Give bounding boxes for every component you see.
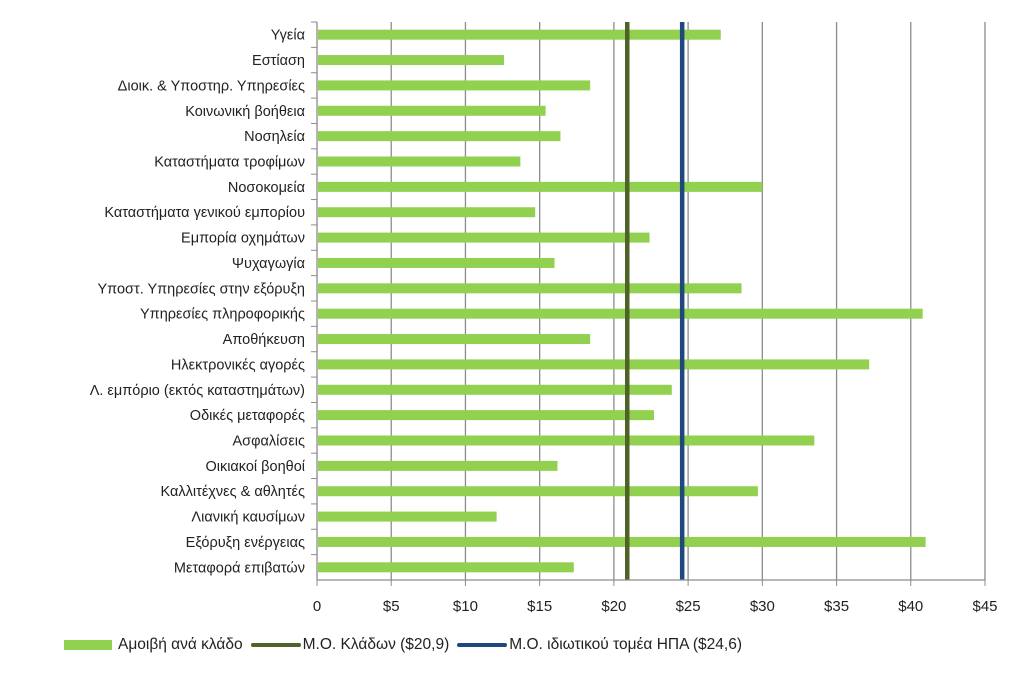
category-labels: Υγεία Εστίαση Διοικ. & Υποστηρ. Υπηρεσίες Κ… [90, 28, 306, 577]
bar[interactable] [318, 156, 521, 167]
category-label: Λ. εμπόριο (εκτός καταστημάτων) [90, 383, 305, 399]
category-label: Οδικές μεταφορές [190, 408, 305, 424]
legend-label-bars: Αμοιβή ανά κλάδο [118, 636, 243, 653]
bar[interactable] [318, 486, 758, 497]
category-label: Καταστήματα τροφίμων [154, 155, 305, 171]
category-label: Διοικ. & Υποστηρ. Υπηρεσίες [118, 78, 305, 94]
legend-swatch-sector-average [250, 643, 301, 647]
bar[interactable] [318, 410, 654, 421]
bar[interactable] [318, 460, 558, 471]
category-label: Ηλεκτρονικές αγορές [171, 357, 305, 373]
category-label: Μεταφορά επιβατών [174, 560, 305, 576]
category-label: Εστίαση [252, 53, 305, 69]
bars [318, 29, 926, 573]
bar[interactable] [318, 511, 497, 522]
legend: Αμοιβή ανά κλάδο Μ.Ο. Κλάδων ($20,9) Μ.Ο… [64, 636, 750, 654]
bar[interactable] [318, 334, 591, 345]
category-label: Υποστ. Υπηρεσίες στην εξόρυξη [98, 281, 306, 297]
category-label: Εμπορία οχημάτων [181, 231, 305, 247]
legend-label-private-average: Μ.Ο. ιδιωτικού τομέα ΗΠΑ ($24,6) [509, 636, 742, 653]
bar[interactable] [318, 384, 672, 395]
category-label: Ψυχαγωγία [232, 256, 305, 272]
bar[interactable] [318, 283, 742, 294]
x-tick-label: $30 [750, 598, 775, 615]
bar[interactable] [318, 55, 505, 66]
category-label: Νοσοκομεία [228, 180, 305, 196]
x-tick-label: $5 [383, 598, 400, 615]
axes [311, 21, 986, 586]
category-label: Υγεία [271, 28, 305, 44]
x-tick-label: $15 [527, 598, 552, 615]
bar[interactable] [318, 562, 574, 573]
bar[interactable] [318, 29, 721, 40]
category-label: Υπηρεσίες πληροφορικής [140, 307, 305, 323]
reference-lines [624, 22, 685, 580]
x-tick-label: $25 [676, 598, 701, 615]
bar[interactable] [318, 257, 555, 268]
bar[interactable] [318, 232, 650, 243]
legend-swatch-private-average [457, 643, 508, 647]
category-label: Καταστήματα γενικού εμπορίου [104, 205, 305, 221]
x-tick-label: 0 [313, 598, 321, 615]
bar[interactable] [318, 181, 763, 192]
category-label: Ασφαλίσεις [233, 434, 306, 450]
gridlines [390, 22, 986, 580]
legend-item-sector-average[interactable]: Μ.Ο. Κλάδων ($20,9) [250, 636, 450, 654]
legend-item-bars[interactable]: Αμοιβή ανά κλάδο [64, 636, 243, 654]
bar[interactable] [318, 435, 815, 446]
legend-swatch-bars [64, 640, 112, 650]
x-tick-label: $35 [824, 598, 849, 615]
x-tick-label: $45 [972, 598, 997, 615]
legend-item-private-average[interactable]: Μ.Ο. ιδιωτικού τομέα ΗΠΑ ($24,6) [457, 636, 742, 654]
category-label: Καλλιτέχνες & αθλητές [161, 484, 306, 500]
bar[interactable] [318, 105, 546, 116]
bar[interactable] [318, 131, 561, 142]
bar[interactable] [318, 308, 923, 319]
x-tick-labels: 0 $5 $10 $15 $20 $25 $30 $35 $40 $45 [313, 598, 998, 615]
category-label: Εξόρυξη ενέργειας [186, 535, 305, 551]
legend-label-sector-average: Μ.Ο. Κλάδων ($20,9) [302, 636, 450, 653]
category-label: Οικιακοί βοηθοί [205, 459, 305, 475]
category-label: Κοινωνική βοήθεια [185, 104, 305, 120]
category-label: Νοσηλεία [244, 129, 305, 145]
bar[interactable] [318, 359, 870, 370]
bar-chart: Υγεία Εστίαση Διοικ. & Υποστηρ. Υπηρεσίες Κ… [90, 21, 998, 615]
bar[interactable] [318, 207, 536, 218]
x-tick-label: $20 [601, 598, 626, 615]
bar[interactable] [318, 536, 926, 547]
x-tick-label: $10 [453, 598, 478, 615]
bar[interactable] [318, 80, 591, 91]
x-tick-label: $40 [898, 598, 923, 615]
category-label: Αποθήκευση [223, 332, 305, 348]
category-label: Λιανική καυσίμων [191, 510, 305, 526]
